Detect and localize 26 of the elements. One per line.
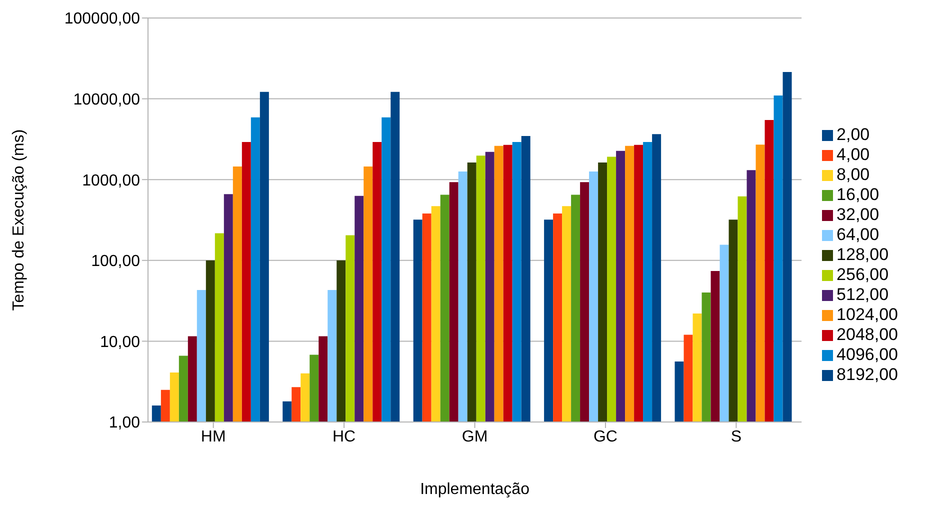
legend-label: 32,00 [836, 205, 880, 224]
y-tick-label: 10,00 [100, 334, 140, 351]
legend-label: 4,00 [836, 145, 870, 164]
legend-label: 2,00 [836, 125, 870, 144]
x-tick-label: GC [593, 428, 618, 446]
x-tick-label: GM [462, 428, 488, 446]
legend-label: 8192,00 [836, 365, 898, 384]
legend-label: 8,00 [836, 165, 870, 184]
y-tick-label: 1,00 [108, 414, 140, 432]
x-axis-title: Implementação [420, 481, 530, 498]
legend-label: 64,00 [836, 225, 880, 244]
legend-label: 512,00 [836, 285, 889, 304]
x-tick-label: S [730, 428, 742, 446]
legend-label: 4096,00 [836, 345, 898, 364]
legend-label: 2048,00 [836, 325, 898, 344]
legend-label: 128,00 [836, 245, 889, 264]
y-tick-label: 100,00 [91, 253, 140, 270]
legend-label: 1024,00 [836, 305, 898, 324]
x-tick-label: HC [332, 428, 356, 446]
legend-label: 256,00 [836, 265, 889, 284]
y-axis-title: Tempo de Execução (ms) [10, 129, 28, 311]
y-tick-label: 100000,00 [64, 10, 140, 28]
y-tick-label: 1000,00 [82, 172, 140, 190]
x-tick-label: HM [200, 428, 226, 446]
y-tick-label: 10000,00 [73, 91, 140, 108]
legend-label: 16,00 [836, 185, 880, 204]
